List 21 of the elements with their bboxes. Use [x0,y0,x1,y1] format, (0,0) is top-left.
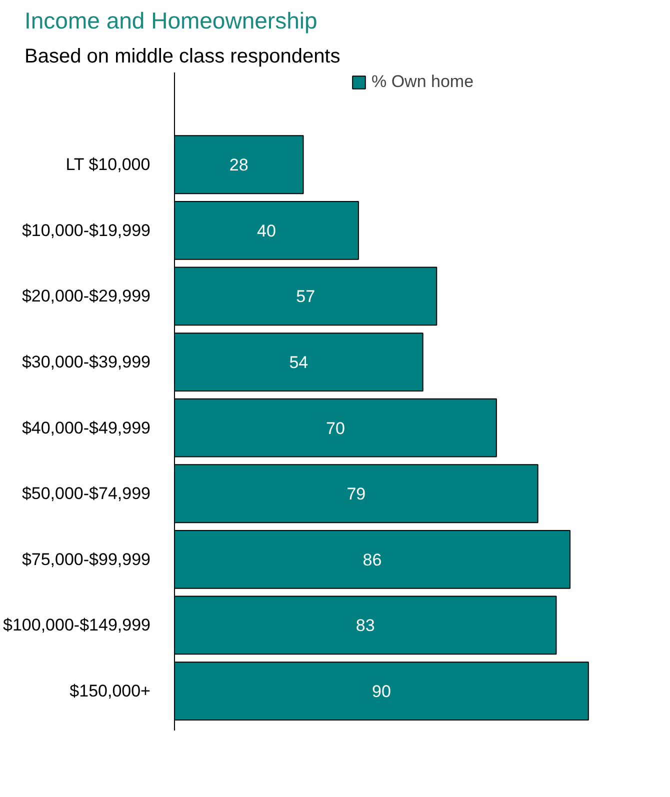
data-label: 57 [296,287,316,306]
y-tick-label: $30,000-$39,999 [22,352,150,372]
data-label: 90 [372,682,391,702]
y-tick-label: $150,000+ [70,682,151,701]
y-tick-label: $40,000-$49,999 [22,418,150,438]
legend-label: % Own home [371,72,474,92]
y-tick-label: $100,000-$149,999 [3,616,151,635]
chart-subtitle: Based on middle class respondents [24,46,340,68]
y-tick-label: $10,000-$19,999 [22,220,150,240]
data-label: 40 [257,221,276,240]
data-label: 70 [326,418,345,438]
y-tick-label: $75,000-$99,999 [22,550,150,569]
data-label: 79 [346,484,366,504]
data-label: 28 [229,156,248,175]
data-label: 54 [289,353,308,372]
y-tick-label: $20,000-$29,999 [22,286,150,306]
y-tick-label: $50,000-$74,999 [22,484,150,504]
data-label: 83 [356,616,375,636]
y-tick-label: LT $10,000 [66,155,150,174]
data-label: 86 [362,550,382,570]
chart-title: Income and Homeownership [24,8,318,34]
